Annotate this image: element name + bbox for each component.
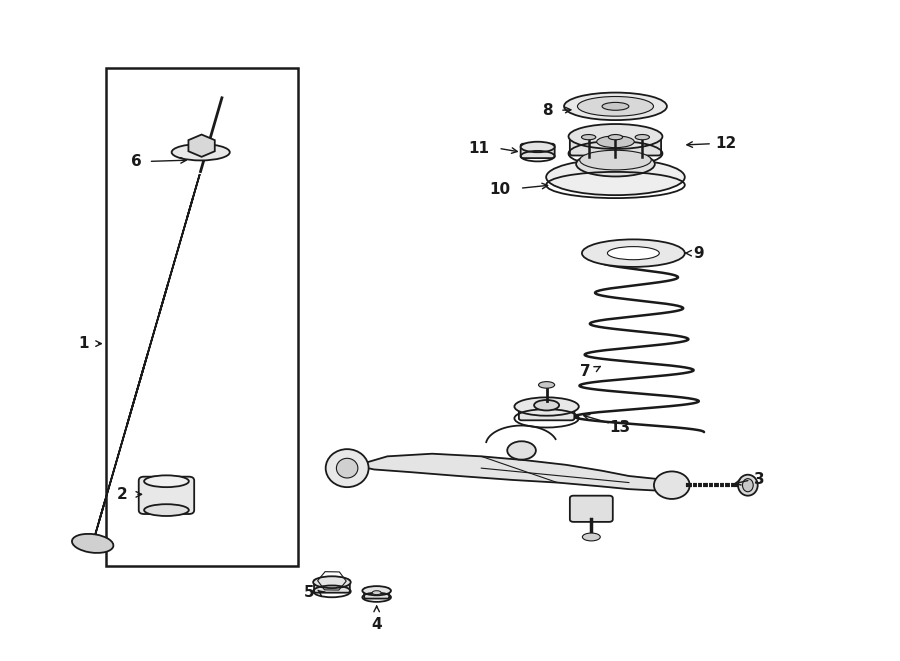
Ellipse shape <box>582 239 685 267</box>
Text: 5: 5 <box>303 585 314 600</box>
Ellipse shape <box>313 576 351 588</box>
Polygon shape <box>356 453 671 490</box>
Polygon shape <box>99 397 135 520</box>
Text: 7: 7 <box>580 364 590 379</box>
Ellipse shape <box>654 471 689 499</box>
Polygon shape <box>90 500 105 551</box>
Text: 12: 12 <box>716 136 737 151</box>
Ellipse shape <box>576 151 655 176</box>
Text: 6: 6 <box>130 154 141 169</box>
Polygon shape <box>159 196 194 315</box>
Text: 8: 8 <box>542 102 553 118</box>
Ellipse shape <box>373 591 381 595</box>
Ellipse shape <box>144 504 189 516</box>
Text: 1: 1 <box>78 336 88 351</box>
Ellipse shape <box>602 102 629 110</box>
Ellipse shape <box>515 397 579 416</box>
Text: 9: 9 <box>693 246 704 260</box>
Ellipse shape <box>738 475 758 496</box>
Ellipse shape <box>172 144 230 161</box>
Text: 4: 4 <box>372 617 382 632</box>
FancyBboxPatch shape <box>570 134 662 155</box>
Ellipse shape <box>144 475 189 487</box>
Ellipse shape <box>742 479 753 492</box>
Polygon shape <box>140 284 167 381</box>
Ellipse shape <box>580 150 652 170</box>
Text: 2: 2 <box>117 487 128 502</box>
Ellipse shape <box>581 135 596 139</box>
Ellipse shape <box>582 533 600 541</box>
Text: 3: 3 <box>754 472 765 486</box>
Polygon shape <box>187 174 200 217</box>
Ellipse shape <box>534 400 559 410</box>
Ellipse shape <box>546 159 685 195</box>
Ellipse shape <box>608 247 660 260</box>
FancyBboxPatch shape <box>364 588 389 599</box>
Ellipse shape <box>608 135 623 139</box>
Ellipse shape <box>326 449 369 487</box>
Text: 11: 11 <box>468 141 490 156</box>
Ellipse shape <box>521 141 554 152</box>
FancyBboxPatch shape <box>519 403 574 420</box>
Ellipse shape <box>337 458 358 478</box>
Polygon shape <box>135 354 148 397</box>
FancyBboxPatch shape <box>139 477 194 514</box>
Ellipse shape <box>72 534 113 553</box>
FancyBboxPatch shape <box>570 496 613 522</box>
FancyBboxPatch shape <box>521 143 554 158</box>
FancyBboxPatch shape <box>314 580 350 593</box>
Ellipse shape <box>564 93 667 120</box>
Text: 10: 10 <box>490 182 511 197</box>
Ellipse shape <box>597 136 634 147</box>
Ellipse shape <box>569 124 662 149</box>
Bar <box>105 68 298 566</box>
Text: 13: 13 <box>609 420 630 435</box>
Ellipse shape <box>538 381 554 388</box>
Polygon shape <box>127 366 144 426</box>
Ellipse shape <box>578 97 653 116</box>
Ellipse shape <box>508 442 536 459</box>
Ellipse shape <box>635 135 650 139</box>
Ellipse shape <box>363 586 391 596</box>
